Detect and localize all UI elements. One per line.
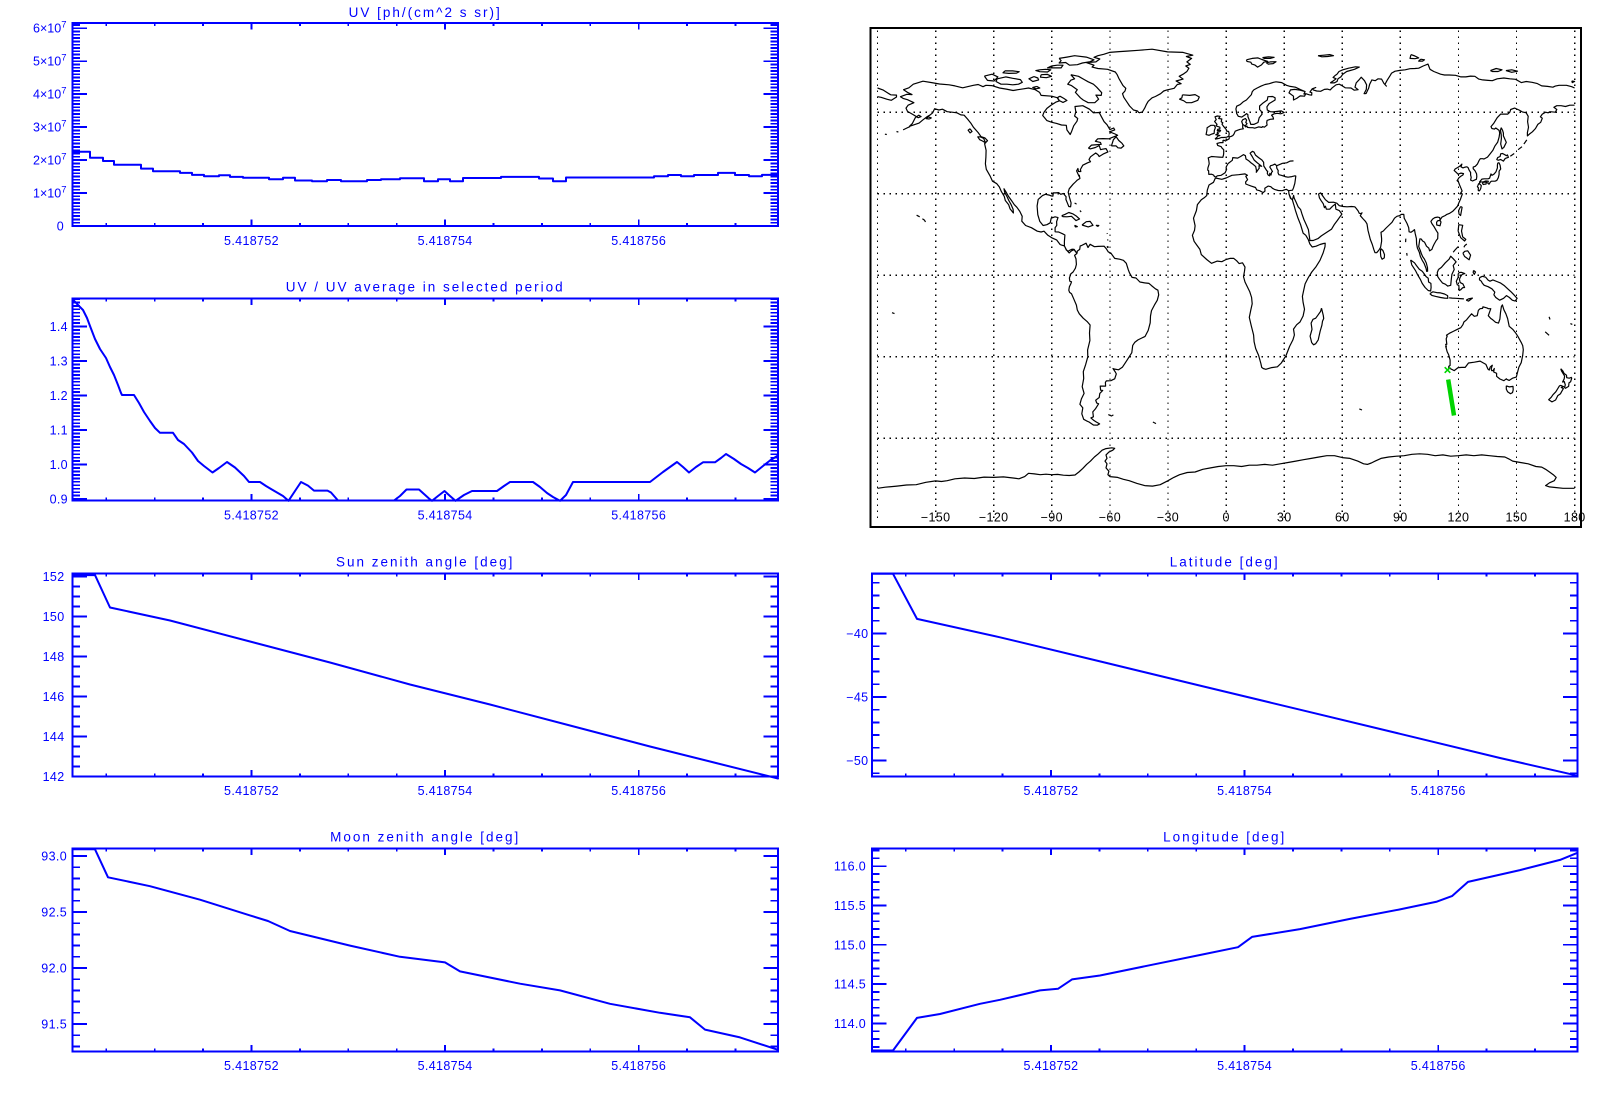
svg-text:5.418752: 5.418752: [1024, 1059, 1079, 1073]
svg-text:5.418752: 5.418752: [224, 784, 279, 798]
svg-text:5.418754: 5.418754: [418, 784, 473, 798]
svg-text:114.5: 114.5: [834, 978, 866, 992]
svg-text:90: 90: [1393, 511, 1408, 525]
svg-text:Moon zenith angle [deg]: Moon zenith angle [deg]: [330, 830, 520, 845]
svg-text:144: 144: [43, 730, 65, 744]
svg-text:5.418752: 5.418752: [224, 509, 279, 523]
svg-text:−40: −40: [846, 627, 868, 641]
svg-text:0: 0: [57, 220, 64, 234]
svg-text:−45: −45: [846, 691, 868, 705]
svg-text:5.418756: 5.418756: [611, 234, 666, 248]
svg-text:UV [ph/(cm^2 s sr)]: UV [ph/(cm^2 s sr)]: [349, 5, 502, 20]
svg-text:−120: −120: [979, 511, 1009, 525]
svg-text:UV / UV average in selected pe: UV / UV average in selected period: [286, 280, 565, 295]
svg-text:0: 0: [1222, 511, 1229, 525]
svg-text:148: 148: [43, 650, 65, 664]
svg-text:1.2: 1.2: [50, 389, 68, 403]
svg-text:5.418756: 5.418756: [611, 1059, 666, 1073]
svg-text:92.0: 92.0: [41, 962, 67, 976]
svg-text:180: 180: [1564, 511, 1586, 525]
svg-text:5.418754: 5.418754: [418, 1059, 473, 1073]
svg-text:30: 30: [1277, 511, 1292, 525]
svg-text:−90: −90: [1041, 511, 1063, 525]
svg-text:5×107: 5×107: [33, 53, 66, 69]
svg-text:5.418756: 5.418756: [1411, 784, 1466, 798]
svg-text:150: 150: [43, 610, 65, 624]
svg-text:60: 60: [1335, 511, 1350, 525]
svg-text:5.418756: 5.418756: [611, 509, 666, 523]
svg-text:5.418752: 5.418752: [224, 234, 279, 248]
svg-text:1×107: 1×107: [33, 185, 66, 201]
svg-text:142: 142: [43, 770, 65, 784]
svg-text:5.418756: 5.418756: [1411, 1059, 1466, 1073]
svg-text:Latitude [deg]: Latitude [deg]: [1170, 555, 1280, 570]
svg-text:4×107: 4×107: [33, 86, 66, 102]
svg-text:116.0: 116.0: [834, 860, 866, 874]
svg-text:5.418754: 5.418754: [1217, 1059, 1272, 1073]
svg-text:Sun zenith angle [deg]: Sun zenith angle [deg]: [336, 555, 514, 570]
svg-text:5.418754: 5.418754: [418, 234, 473, 248]
svg-text:5.418756: 5.418756: [611, 784, 666, 798]
svg-text:152: 152: [43, 570, 65, 584]
svg-text:1.1: 1.1: [50, 424, 68, 438]
svg-text:115.5: 115.5: [834, 899, 866, 913]
svg-text:150: 150: [1506, 511, 1528, 525]
svg-text:6×107: 6×107: [33, 20, 66, 36]
svg-text:−50: −50: [846, 754, 868, 768]
svg-text:−60: −60: [1099, 511, 1121, 525]
svg-text:1.4: 1.4: [50, 320, 68, 334]
svg-text:5.418754: 5.418754: [418, 509, 473, 523]
svg-text:5.418752: 5.418752: [1024, 784, 1079, 798]
svg-text:3×107: 3×107: [33, 119, 66, 135]
svg-text:−30: −30: [1157, 511, 1179, 525]
svg-text:93.0: 93.0: [41, 850, 67, 864]
svg-text:114.0: 114.0: [834, 1017, 866, 1031]
svg-text:2×107: 2×107: [33, 152, 66, 168]
svg-text:1.3: 1.3: [50, 355, 68, 369]
svg-text:5.418754: 5.418754: [1217, 784, 1272, 798]
svg-text:146: 146: [43, 690, 65, 704]
svg-text:91.5: 91.5: [41, 1018, 67, 1032]
svg-text:5.418752: 5.418752: [224, 1059, 279, 1073]
svg-text:92.5: 92.5: [41, 906, 67, 920]
svg-text:−150: −150: [921, 511, 951, 525]
svg-text:120: 120: [1447, 511, 1469, 525]
svg-text:0.9: 0.9: [50, 493, 68, 507]
svg-text:115.0: 115.0: [834, 938, 866, 952]
svg-text:Longitude [deg]: Longitude [deg]: [1163, 830, 1286, 845]
svg-text:1.0: 1.0: [50, 458, 68, 472]
